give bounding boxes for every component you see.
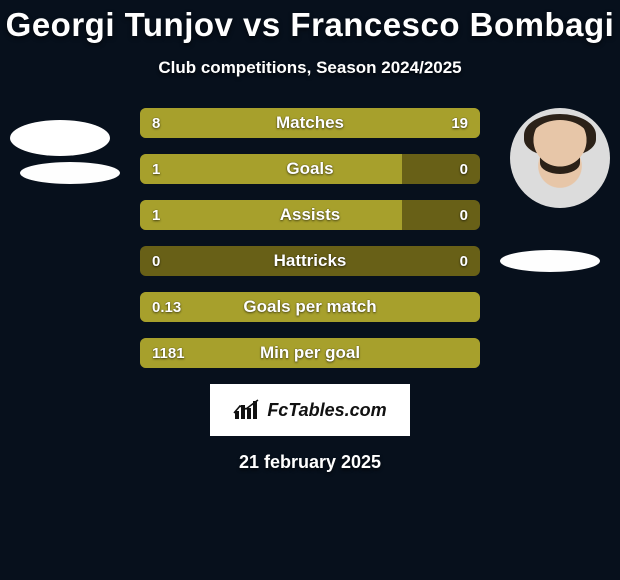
player-left-avatar — [10, 120, 110, 156]
stat-label: Min per goal — [140, 338, 480, 368]
stat-row: 1181Min per goal — [140, 338, 480, 368]
stat-row: 10Assists — [140, 200, 480, 230]
player-left-shadow — [20, 162, 120, 184]
page-title: Georgi Tunjov vs Francesco Bombagi — [0, 0, 620, 44]
fctables-logo-icon — [233, 399, 261, 421]
fctables-logo: FcTables.com — [210, 384, 410, 436]
stat-row: 00Hattricks — [140, 246, 480, 276]
subtitle: Club competitions, Season 2024/2025 — [0, 58, 620, 78]
stat-row: 819Matches — [140, 108, 480, 138]
player-right-shadow — [500, 250, 600, 272]
date-label: 21 february 2025 — [0, 452, 620, 473]
stat-label: Goals — [140, 154, 480, 184]
fctables-logo-text: FcTables.com — [267, 400, 386, 421]
player-right-face — [510, 108, 610, 208]
stat-bars: 819Matches 10Goals 10Assists 00Hattricks 0.1… — [140, 108, 480, 384]
stat-label: Matches — [140, 108, 480, 138]
stat-row: 10Goals — [140, 154, 480, 184]
stat-label: Hattricks — [140, 246, 480, 276]
stat-label: Goals per match — [140, 292, 480, 322]
stat-label: Assists — [140, 200, 480, 230]
player-right-avatar — [510, 108, 610, 208]
stat-row: 0.13Goals per match — [140, 292, 480, 322]
